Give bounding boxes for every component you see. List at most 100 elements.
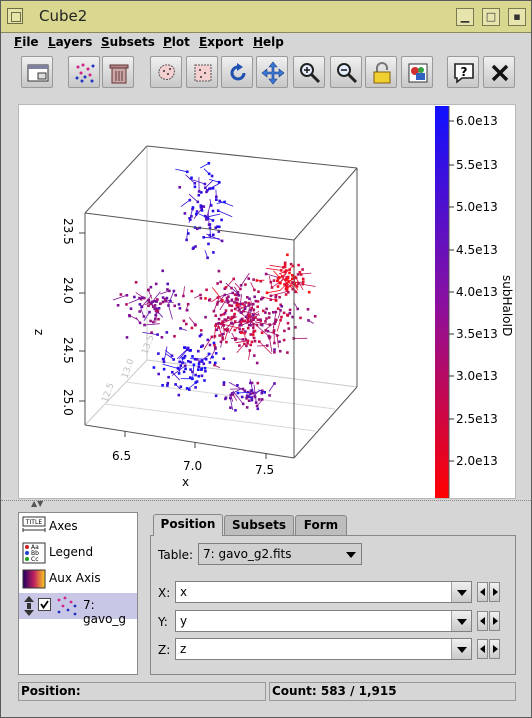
data-point — [241, 328, 245, 331]
x-axis-label: x — [182, 475, 189, 489]
data-point — [138, 310, 141, 313]
help-button[interactable]: ? — [447, 56, 479, 88]
tab-subsets[interactable]: Subsets — [224, 515, 294, 535]
x-tick-label: 6.5 — [112, 449, 131, 463]
export-image-button[interactable] — [401, 56, 433, 88]
layer-item-legend[interactable]: Aa Bb Cc Legend — [19, 540, 137, 566]
data-point — [156, 333, 159, 336]
tab-form[interactable]: Form — [295, 515, 347, 535]
close-plot-button[interactable] — [483, 56, 515, 88]
menu-help[interactable]: Help — [253, 35, 284, 49]
layer-visible-checkbox[interactable] — [38, 598, 51, 611]
data-point — [191, 377, 194, 381]
drag-handle-icon[interactable] — [22, 595, 36, 617]
z-next-button[interactable] — [489, 639, 500, 659]
x-next-button[interactable] — [489, 582, 500, 602]
zoom-out-button[interactable] — [330, 56, 362, 88]
data-point — [253, 339, 257, 343]
colorbar-tick-label: 4.5e13 — [456, 243, 498, 257]
data-point — [288, 268, 291, 271]
data-point — [173, 335, 176, 338]
draw-subset-button[interactable] — [150, 56, 182, 88]
data-point — [247, 320, 250, 323]
box-subset-button[interactable] — [186, 56, 218, 88]
data-point — [200, 345, 203, 348]
x-prev-button[interactable] — [477, 582, 488, 602]
new-window-button[interactable] — [21, 56, 53, 88]
add-layer-button[interactable] — [68, 56, 100, 88]
data-point — [252, 318, 255, 321]
data-point — [291, 277, 294, 281]
y-prev-button[interactable] — [477, 611, 488, 631]
vector-mark — [298, 272, 312, 275]
data-point — [179, 385, 183, 388]
data-point — [206, 338, 210, 342]
z-prev-button[interactable] — [477, 639, 488, 659]
data-point — [152, 305, 155, 308]
data-point — [165, 331, 169, 334]
rotate-button[interactable] — [221, 56, 253, 88]
data-point — [283, 283, 286, 286]
data-point — [221, 322, 224, 325]
pan-button[interactable] — [256, 56, 288, 88]
colorbar-tick-label: 3.5e13 — [456, 327, 498, 341]
chevron-down-icon[interactable] — [451, 611, 471, 631]
data-point — [224, 397, 227, 401]
data-point — [232, 277, 235, 281]
data-point — [264, 329, 267, 332]
data-point — [217, 230, 221, 233]
cube-plot-svg[interactable]: 6.5 7.0 7.5 23.5 24.0 24.5 25.0 x z 13.5… — [19, 105, 515, 498]
x-coord-field[interactable]: x — [175, 581, 472, 603]
data-point — [241, 338, 245, 341]
data-point — [257, 290, 260, 293]
lock-axes-button[interactable] — [365, 56, 397, 88]
data-point — [228, 304, 231, 307]
data-point — [157, 352, 160, 355]
menu-subsets[interactable]: Subsets — [101, 35, 155, 49]
vector-mark — [225, 282, 239, 294]
menu-export[interactable]: Export — [199, 35, 244, 49]
minimize-button[interactable]: ▁ — [456, 8, 474, 26]
data-point — [283, 270, 286, 274]
panel-splitter[interactable]: ▲▼ — [1, 499, 531, 510]
tab-position[interactable]: Position — [153, 514, 223, 536]
vector-mark — [162, 363, 179, 369]
delete-layer-button[interactable] — [102, 56, 134, 88]
vector-mark — [188, 193, 199, 203]
table-selector[interactable]: 7: gavo_g2.fits — [198, 543, 362, 565]
chevron-down-icon[interactable] — [451, 639, 471, 659]
y-coord-field[interactable]: y — [175, 610, 472, 632]
x-field-label: X: — [158, 586, 171, 600]
vector-mark — [267, 289, 281, 294]
svg-text:?: ? — [461, 65, 468, 79]
menu-file[interactable]: File — [14, 35, 39, 49]
data-point — [161, 296, 165, 299]
plot-area[interactable]: 6.5 7.0 7.5 23.5 24.0 24.5 25.0 x z 13.5… — [18, 104, 516, 499]
close-window-button[interactable]: ▪ — [508, 8, 526, 26]
data-point — [240, 395, 244, 399]
z-coord-field[interactable]: z — [175, 638, 472, 660]
data-point — [174, 293, 177, 297]
data-point — [252, 308, 256, 312]
menu-layers[interactable]: Layers — [48, 35, 93, 49]
help-icon: ? — [454, 63, 474, 84]
data-point — [226, 328, 230, 331]
menu-plot[interactable]: Plot — [163, 35, 190, 49]
data-point — [167, 304, 170, 307]
data-point — [185, 387, 189, 390]
layer-item-aux-axis[interactable]: Aux Axis — [19, 566, 137, 592]
zoom-in-button[interactable] — [293, 56, 325, 88]
vector-mark — [171, 365, 186, 376]
layer-item-axes[interactable]: TITLE Axes — [19, 514, 137, 540]
data-point — [211, 209, 215, 213]
data-point — [183, 354, 187, 358]
lasso-subset-icon — [158, 64, 175, 80]
y-next-button[interactable] — [489, 611, 500, 631]
status-bar: Position: Count: 583 / 1,915 — [18, 682, 516, 701]
chevron-down-icon[interactable] — [451, 582, 471, 602]
window-menu-icon[interactable] — [7, 8, 23, 24]
data-point — [218, 199, 221, 203]
layer-item-gavo[interactable]: 7: gavo_g — [19, 593, 137, 626]
data-point — [199, 329, 203, 332]
maximize-button[interactable]: □ — [482, 8, 500, 26]
